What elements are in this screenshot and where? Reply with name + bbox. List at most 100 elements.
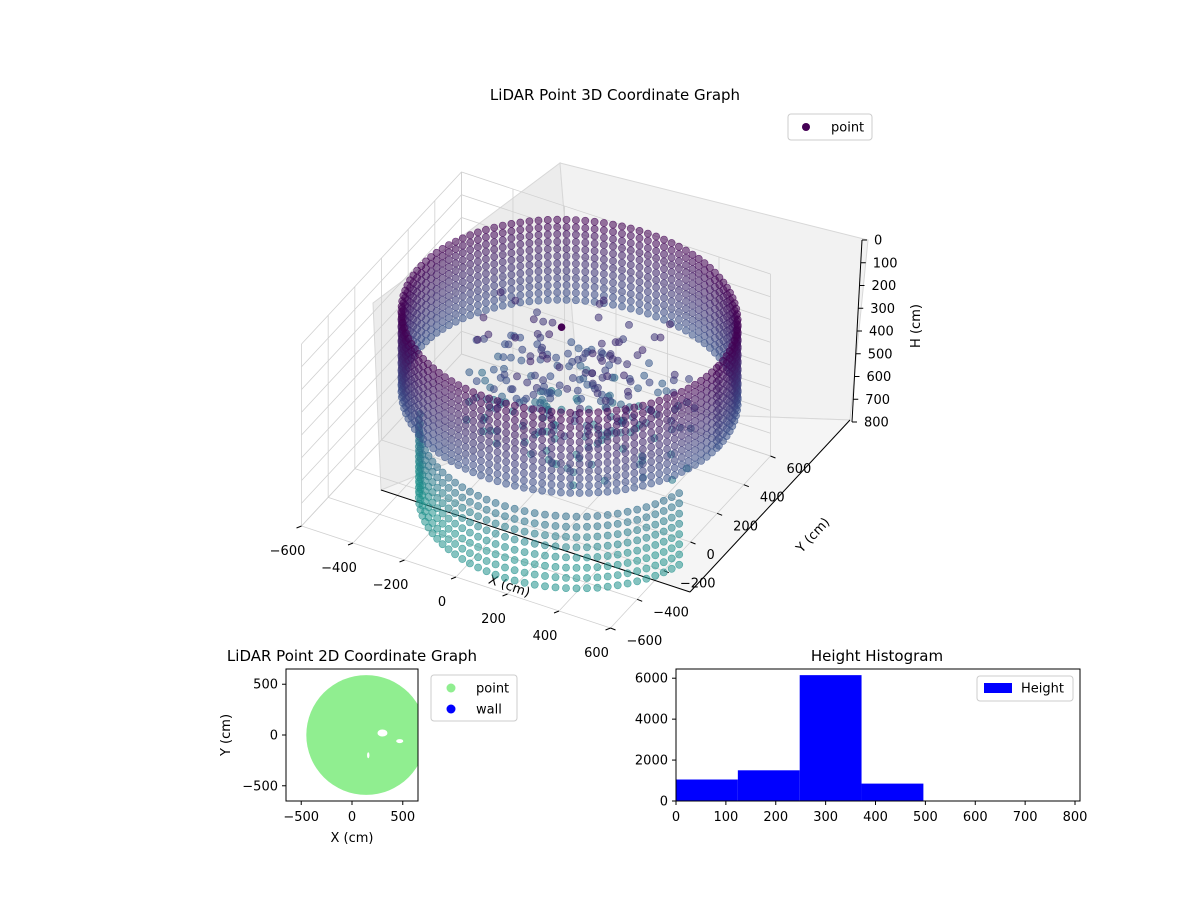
chart-3d-point: [520, 425, 528, 434]
chart-3d-point: [623, 507, 632, 516]
chart-3d-point: [652, 232, 660, 241]
chart-3d-point: [585, 488, 593, 497]
chart-3d-y-tick: [610, 627, 616, 631]
chart-3d-point: [447, 391, 456, 400]
chart-3d-point: [543, 296, 552, 304]
chart-3d-point: [640, 371, 649, 380]
chart-3d-point: [491, 560, 500, 569]
chart-3d-point: [581, 231, 590, 240]
chart-3d-point: [677, 431, 686, 440]
chart-3d-point: [603, 480, 612, 489]
chart-3d-point: [659, 517, 668, 526]
chart-3d-point: [461, 464, 470, 473]
chart-3d-point: [642, 544, 651, 552]
chart-3d-point: [504, 340, 513, 349]
chart-3d-point: [630, 403, 639, 412]
chart-3d-point: [481, 306, 490, 314]
chart-3d-point: [667, 253, 676, 262]
chart-3d-point: [623, 518, 632, 526]
chart-3d-point: [660, 242, 668, 251]
chart-3d-point: [603, 572, 612, 581]
chart-3d-point: [466, 311, 475, 320]
chart-3d-point: [633, 567, 642, 575]
chart-3d-point: [525, 297, 534, 306]
chart-3d-point: [585, 437, 593, 446]
chart-3d-point: [447, 457, 456, 466]
chart-3d-point: [583, 553, 591, 562]
chart-3d-point: [594, 459, 603, 468]
chart-3d-point: [585, 416, 593, 424]
chart-3d-point: [490, 296, 499, 305]
chart-3d-point: [511, 452, 519, 461]
chart-3d-point: [547, 487, 556, 496]
chart-3d-point: [493, 477, 502, 486]
chart-3d-point: [623, 538, 632, 547]
chart-3d-point: [529, 419, 537, 428]
chart-3d-point: [491, 540, 500, 548]
chart-3d-point: [572, 553, 581, 562]
chart-3d-point: [485, 452, 493, 461]
chart-3d-point: [585, 430, 593, 439]
chart-3d-point: [613, 530, 622, 538]
chart-3d-point: [562, 295, 571, 304]
chart-3d-point: [493, 462, 502, 471]
chart-3d-point: [642, 554, 651, 563]
chart-3d-point: [644, 295, 652, 303]
chart-3d-point: [502, 465, 510, 473]
chart-3d-point: [635, 226, 644, 235]
chart-3d-point: [618, 222, 626, 231]
chart-3d-point: [516, 225, 525, 234]
chart-2d-gap: [396, 739, 404, 744]
chart-3d-point: [513, 372, 521, 381]
chart-3d-point: [600, 255, 608, 264]
chart-3d-point: [647, 399, 656, 408]
chart-3d-point: [541, 551, 549, 560]
chart-3d-point: [458, 555, 467, 563]
chart-3d-point: [465, 508, 474, 517]
chart-3d-point: [438, 468, 447, 477]
chart-3d-point: [581, 253, 590, 262]
chart-3d-point: [624, 387, 632, 396]
chart-3d-point: [538, 472, 547, 480]
chart-3d-point: [490, 245, 499, 254]
chart-3d-point: [618, 237, 626, 245]
chart-3d-point: [444, 525, 453, 533]
chart-3d-point: [594, 488, 603, 497]
chart-3d-point: [454, 402, 463, 411]
chart-3d-point: [684, 464, 693, 473]
chart-3d-point: [647, 421, 656, 430]
chart-3d-point: [655, 396, 664, 405]
chart-3d-point: [466, 260, 475, 269]
chart-2d-legend: point wall: [430, 674, 518, 722]
chart-3d-point: [557, 437, 565, 446]
chart-3d-point: [502, 414, 510, 422]
chart-3d-point: [590, 290, 599, 299]
chart-3d-point: [691, 424, 699, 433]
chart-3d-point: [618, 273, 626, 282]
chart-2d-legend-label-wall: wall: [476, 703, 502, 718]
chart-3d-point: [644, 287, 652, 296]
chart-3d-point: [642, 533, 651, 542]
chart-3d-point: [458, 307, 467, 315]
chart-3d-point: [477, 420, 485, 429]
chart-3d-point: [575, 459, 584, 468]
chart-3d-point: [511, 430, 519, 439]
chart-3d-point: [663, 445, 671, 453]
chart-3d-point: [531, 371, 539, 380]
chart-3d-x-tick: [399, 559, 405, 563]
chart-3d-point: [525, 268, 534, 277]
chart-3d-point: [451, 281, 460, 290]
chart-2d-x-tick-label: 0: [348, 810, 356, 825]
histogram-frame: [675, 668, 1081, 802]
chart-3d-point: [551, 542, 560, 551]
chart-3d-point: [506, 353, 515, 362]
chart-3d-point: [469, 402, 478, 411]
chart-3d-point: [572, 533, 581, 542]
chart-3d-point: [562, 522, 570, 531]
chart-3d-point: [642, 523, 651, 532]
chart-3d-point: [493, 440, 502, 449]
chart-3d-point: [618, 287, 626, 296]
chart-3d-point: [451, 519, 459, 528]
chart-3d-point: [433, 534, 442, 543]
chart-3d-point: [469, 395, 478, 404]
